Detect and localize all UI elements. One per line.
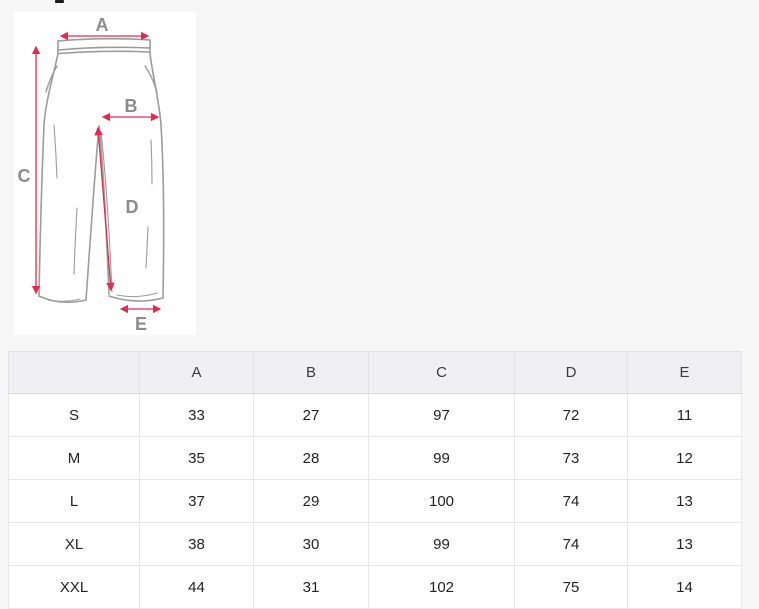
value-cell: 35 — [139, 436, 254, 480]
label-d: D — [126, 197, 139, 217]
value-cell: 30 — [253, 522, 369, 566]
value-cell: 14 — [627, 565, 742, 609]
value-cell: 74 — [514, 522, 628, 566]
size-label-cell: S — [8, 393, 140, 437]
arrow-d — [94, 126, 115, 292]
value-cell: 11 — [627, 393, 742, 437]
value-cell: 13 — [627, 522, 742, 566]
value-cell: 28 — [253, 436, 369, 480]
value-cell: 12 — [627, 436, 742, 480]
cropped-text-fragment — [55, 0, 64, 3]
value-cell: 102 — [368, 565, 515, 609]
crease-lines — [47, 124, 158, 302]
value-cell: 13 — [627, 479, 742, 523]
value-cell: 38 — [139, 522, 254, 566]
measurement-labels: A C B D E — [18, 15, 148, 334]
table-row: L 37 29 100 74 13 — [8, 479, 742, 523]
size-label-cell: L — [8, 479, 140, 523]
value-cell: 72 — [514, 393, 628, 437]
column-header-b: B — [253, 351, 369, 394]
table-row: XL 38 30 99 74 13 — [8, 522, 742, 566]
value-cell: 44 — [139, 565, 254, 609]
label-a: A — [96, 15, 109, 35]
value-cell: 100 — [368, 479, 515, 523]
value-cell: 31 — [253, 565, 369, 609]
size-chart-table: A B C D E S 33 27 97 72 11 M 35 28 99 73… — [8, 351, 742, 609]
value-cell: 29 — [253, 479, 369, 523]
label-e: E — [135, 314, 147, 334]
pants-measurement-diagram: A C B D E — [18, 15, 165, 334]
value-cell: 73 — [514, 436, 628, 480]
size-label-cell: XXL — [8, 565, 140, 609]
table-row: M 35 28 99 73 12 — [8, 436, 742, 480]
table-row: XXL 44 31 102 75 14 — [8, 565, 742, 609]
label-b: B — [125, 96, 138, 116]
label-c: C — [18, 166, 31, 186]
column-header-size — [8, 351, 140, 394]
column-header-a: A — [139, 351, 254, 394]
value-cell: 99 — [368, 436, 515, 480]
value-cell: 99 — [368, 522, 515, 566]
column-header-c: C — [368, 351, 515, 394]
value-cell: 37 — [139, 479, 254, 523]
measurement-arrows — [31, 31, 162, 314]
value-cell: 27 — [253, 393, 369, 437]
size-label-cell: M — [8, 436, 140, 480]
value-cell: 75 — [514, 565, 628, 609]
column-header-d: D — [514, 351, 628, 394]
size-label-cell: XL — [8, 522, 140, 566]
value-cell: 97 — [368, 393, 515, 437]
value-cell: 74 — [514, 479, 628, 523]
value-cell: 33 — [139, 393, 254, 437]
table-header-row: A B C D E — [8, 351, 742, 394]
measurement-diagram-panel: A C B D E — [14, 12, 196, 335]
table-row: S 33 27 97 72 11 — [8, 393, 742, 437]
column-header-e: E — [627, 351, 742, 394]
